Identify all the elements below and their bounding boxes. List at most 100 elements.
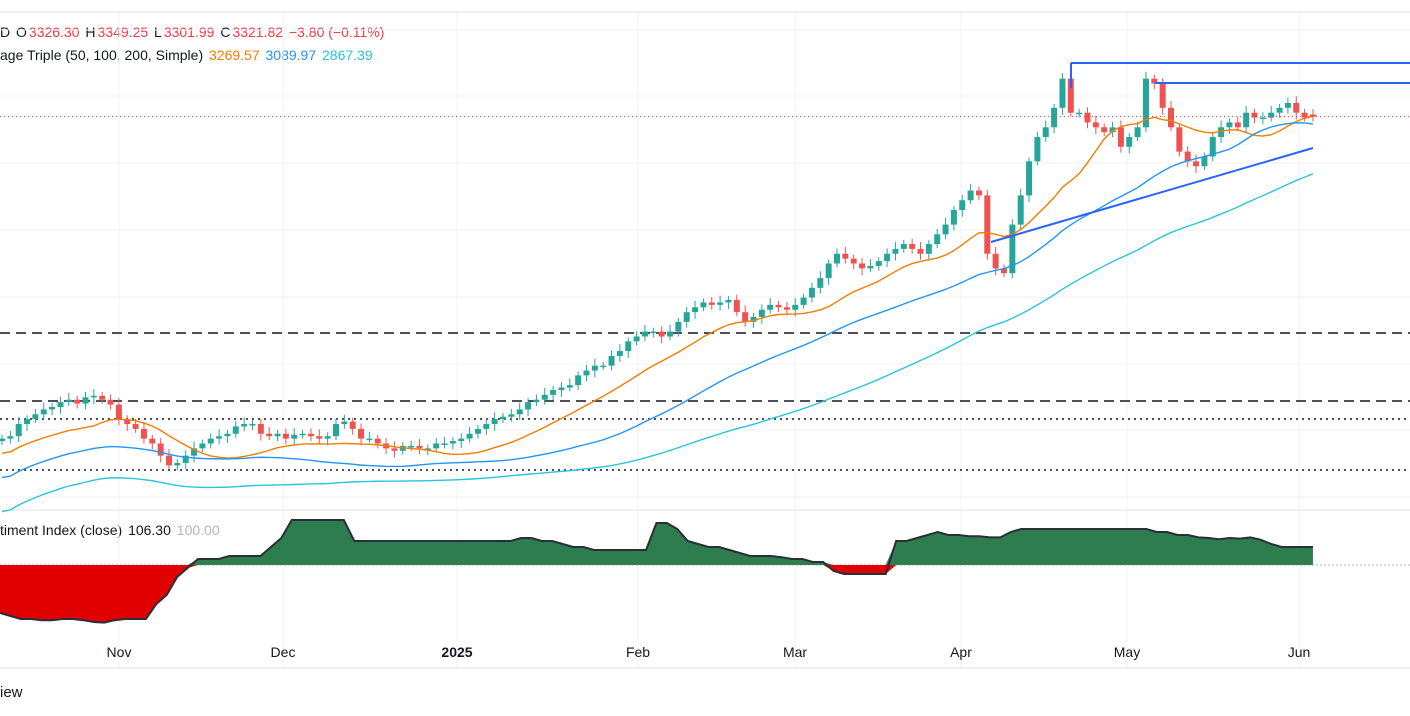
candle-body [1193, 161, 1200, 167]
candle-body [633, 336, 640, 342]
candle-body [1176, 127, 1183, 152]
candle-body [550, 389, 557, 395]
candle-body [74, 399, 81, 404]
candle-body [1017, 195, 1024, 225]
candle-body [808, 287, 815, 298]
candle-body [349, 421, 356, 429]
candle-body [140, 428, 147, 439]
candle-body [207, 438, 214, 444]
candle-body [725, 299, 732, 303]
candle-body [366, 438, 373, 441]
ma100-value: 3089.97 [265, 47, 317, 63]
candle-body [1159, 83, 1166, 108]
candle-body [967, 190, 974, 201]
candle-body [717, 302, 724, 305]
candle-body [591, 365, 598, 371]
candle-body [733, 299, 740, 313]
candle-body [867, 265, 874, 269]
candle-body [1117, 127, 1124, 147]
candle-body [583, 370, 590, 376]
candle-body [307, 433, 314, 437]
candle-body [500, 416, 506, 420]
open-value: 3326.30 [28, 24, 80, 40]
candle-body [508, 414, 515, 417]
candle-body [216, 436, 223, 439]
candle-body [115, 404, 122, 420]
candle-body [24, 419, 31, 425]
candle-body [1259, 117, 1266, 120]
candle-body [859, 263, 866, 269]
candle-body [1168, 107, 1174, 128]
candle-body [0, 438, 5, 442]
candle-body [700, 302, 707, 308]
candle-body [825, 263, 832, 279]
candle-body [57, 402, 64, 408]
ma200-value: 2867.39 [322, 47, 373, 63]
candle-body [1268, 112, 1275, 118]
candle-body [1218, 127, 1225, 138]
candle-body [892, 248, 899, 254]
candle-body [49, 407, 56, 410]
candle-body [241, 424, 248, 427]
sentiment-label: timent Index (close) [0, 522, 123, 538]
symbol-fragment: D [0, 24, 11, 40]
time-axis-label: Feb [626, 644, 650, 660]
candle-body [299, 433, 306, 436]
candle-body [149, 438, 156, 444]
candle-body [875, 261, 882, 266]
candle-body [1009, 224, 1016, 274]
candle-body [1151, 78, 1158, 84]
sentiment-value: 106.30 [128, 522, 171, 538]
candle-body [1301, 112, 1308, 118]
candle-body [975, 190, 982, 196]
time-axis-label: May [1114, 644, 1140, 660]
candle-body [525, 402, 532, 410]
candle-body [1101, 127, 1108, 133]
candle-body [817, 278, 824, 288]
candle-body [199, 443, 206, 449]
ma200-line [1, 173, 1314, 513]
candle-body [132, 424, 139, 429]
candle-body [992, 253, 999, 269]
candle-body [15, 424, 22, 437]
sentiment-line [0, 519, 1313, 624]
candle-body [374, 438, 381, 444]
candle-body [658, 331, 665, 337]
sentiment-baseline-value: 100.00 [176, 522, 220, 538]
candle-body [249, 424, 256, 426]
candle-body [667, 331, 673, 337]
candle-body [1084, 112, 1091, 123]
support-trendline [990, 147, 1314, 243]
candle-body [1234, 122, 1241, 128]
candle-body [675, 321, 682, 332]
candle-body [491, 419, 498, 425]
candle-body [1067, 78, 1074, 113]
candle-body [1142, 78, 1149, 128]
candle-body [558, 387, 565, 390]
time-axis-label: Mar [783, 644, 807, 660]
candle-body [99, 395, 106, 400]
ma100-line [1, 122, 1314, 479]
candle-body [950, 209, 957, 225]
candle-body [441, 443, 448, 445]
candle-body [1059, 78, 1066, 108]
open-label: O [16, 24, 27, 40]
candle-body [274, 433, 281, 437]
sentiment-positive-area [0, 520, 1313, 565]
candle-body [575, 375, 582, 386]
candle-body [358, 428, 365, 439]
candle-body [7, 436, 14, 439]
candle-body [483, 424, 490, 429]
candle-body [1126, 137, 1133, 147]
candle-body [191, 448, 198, 456]
high-value: 3349.25 [97, 24, 149, 40]
candle-body [449, 441, 456, 444]
candle-body [917, 248, 924, 254]
candle-body [90, 395, 97, 398]
ma50-line [1, 115, 1314, 459]
close-value: 3321.82 [232, 24, 284, 40]
candle-body [566, 385, 573, 388]
candle-body [40, 409, 47, 415]
candle-body [1251, 112, 1258, 118]
